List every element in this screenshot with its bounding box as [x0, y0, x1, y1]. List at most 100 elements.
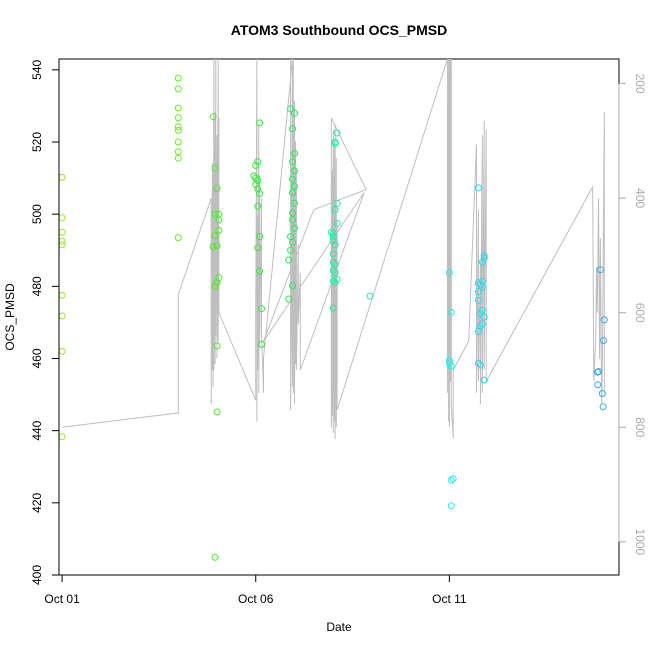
- data-point: [174, 85, 182, 93]
- data-point: [331, 279, 339, 287]
- data-point: [447, 362, 455, 370]
- data-point: [209, 113, 217, 121]
- data-point: [58, 347, 66, 355]
- data-point: [480, 313, 488, 321]
- data-point: [329, 233, 337, 240]
- data-point: [289, 216, 296, 224]
- data-point: [480, 252, 488, 260]
- y2-tick-label: 1000: [633, 528, 647, 555]
- data-point: [447, 502, 455, 510]
- data-point: [211, 282, 219, 290]
- data-point: [289, 282, 296, 290]
- data-point: [174, 148, 182, 156]
- data-point: [289, 125, 296, 133]
- axes-group: 400 420 440 460 480 500 520 540 Oct 01 Oct 06 Oct …: [30, 59, 647, 606]
- plot-frame: [58, 58, 620, 576]
- data-point: [478, 258, 486, 266]
- data-point: [213, 408, 221, 416]
- y-tick-label: 400: [30, 565, 44, 585]
- y-tick-label: 540: [30, 59, 44, 79]
- data-point: [331, 269, 339, 277]
- y-tick-label: 520: [30, 132, 44, 152]
- data-point: [213, 185, 221, 192]
- data-point: [474, 327, 482, 335]
- data-point: [213, 242, 221, 250]
- y2-tick-label: 400: [633, 188, 647, 208]
- data-point: [474, 359, 482, 367]
- data-point: [174, 123, 182, 131]
- data-point: [174, 74, 182, 82]
- data-point: [174, 126, 182, 134]
- data-point: [289, 175, 296, 183]
- data-point: [58, 291, 66, 299]
- x-axis-label: Date: [326, 620, 352, 634]
- y-tick-label: 480: [30, 276, 44, 296]
- data-point: [211, 232, 219, 240]
- data-point: [480, 376, 488, 384]
- data-point: [329, 277, 337, 285]
- data-point: [215, 226, 223, 234]
- data-point: [58, 241, 66, 249]
- data-point: [600, 337, 607, 344]
- y-tick-label: 500: [30, 204, 44, 224]
- points-group: [58, 74, 608, 561]
- data-point: [174, 234, 182, 242]
- y2-tick-label: 200: [633, 74, 647, 94]
- data-point: [595, 368, 602, 375]
- data-point: [333, 275, 341, 283]
- x-tick-label: Oct 11: [432, 592, 467, 606]
- data-point: [254, 202, 262, 210]
- trace-line: [62, 58, 605, 439]
- chart-title: ATOM3 Southbound OCS_PMSD: [231, 22, 447, 38]
- y-tick-label: 440: [30, 420, 44, 440]
- data-point: [58, 433, 66, 441]
- data-point: [329, 229, 337, 237]
- data-point: [329, 237, 337, 244]
- data-point: [213, 279, 221, 287]
- data-point: [287, 246, 295, 254]
- data-point: [474, 288, 482, 296]
- data-point: [258, 340, 265, 348]
- data-point: [211, 164, 219, 172]
- data-point: [256, 233, 264, 240]
- data-point: [476, 361, 484, 369]
- data-point: [289, 238, 296, 246]
- data-point: [447, 308, 455, 316]
- data-point: [596, 266, 604, 274]
- data-point: [58, 214, 66, 222]
- data-point: [447, 476, 455, 484]
- x-tick-label: Oct 01: [44, 592, 80, 606]
- data-point: [329, 258, 337, 266]
- data-point: [285, 256, 293, 264]
- y-axis-label: OCS_PMSD: [3, 283, 17, 351]
- data-point: [289, 158, 296, 166]
- data-point: [291, 199, 298, 207]
- data-point: [291, 167, 298, 175]
- data-point: [215, 216, 223, 224]
- data-point: [250, 172, 258, 180]
- data-point: [445, 269, 453, 277]
- y-tick-label: 420: [30, 493, 44, 513]
- x-tick-label: Oct 06: [238, 592, 274, 606]
- data-point: [289, 189, 296, 196]
- data-point: [331, 206, 339, 214]
- data-point: [478, 320, 486, 328]
- data-point: [593, 368, 601, 376]
- data-point: [174, 114, 182, 122]
- data-point: [58, 228, 66, 236]
- data-point: [474, 184, 482, 192]
- data-point: [291, 150, 298, 157]
- data-point: [333, 199, 341, 207]
- data-point: [449, 475, 457, 483]
- data-point: [333, 129, 341, 137]
- data-point: [474, 279, 482, 287]
- trace-line-group: [62, 58, 605, 439]
- data-point: [254, 185, 262, 193]
- data-point: [478, 283, 486, 291]
- data-point: [476, 281, 484, 289]
- data-point: [256, 190, 264, 198]
- data-point: [174, 104, 182, 112]
- data-point: [252, 180, 260, 188]
- data-point: [291, 182, 298, 190]
